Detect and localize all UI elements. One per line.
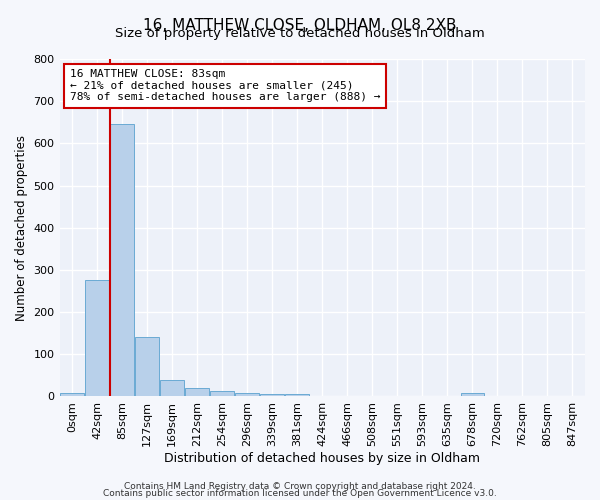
Text: Contains public sector information licensed under the Open Government Licence v3: Contains public sector information licen… [103,489,497,498]
Bar [461,393,484,396]
Bar [235,393,259,396]
Text: 16, MATTHEW CLOSE, OLDHAM, OL8 2XB: 16, MATTHEW CLOSE, OLDHAM, OL8 2XB [143,18,457,32]
X-axis label: Distribution of detached houses by size in Oldham: Distribution of detached houses by size … [164,452,480,465]
Bar [160,380,184,396]
Bar [110,124,134,396]
Bar [185,388,209,396]
Text: 16 MATTHEW CLOSE: 83sqm
← 21% of detached houses are smaller (245)
78% of semi-d: 16 MATTHEW CLOSE: 83sqm ← 21% of detache… [70,69,380,102]
Bar [260,394,284,396]
Bar [286,394,309,396]
Bar [135,338,159,396]
Bar [210,392,234,396]
Bar [85,280,109,396]
Text: Contains HM Land Registry data © Crown copyright and database right 2024.: Contains HM Land Registry data © Crown c… [124,482,476,491]
Text: Size of property relative to detached houses in Oldham: Size of property relative to detached ho… [115,28,485,40]
Y-axis label: Number of detached properties: Number of detached properties [15,134,28,320]
Bar [60,393,84,396]
